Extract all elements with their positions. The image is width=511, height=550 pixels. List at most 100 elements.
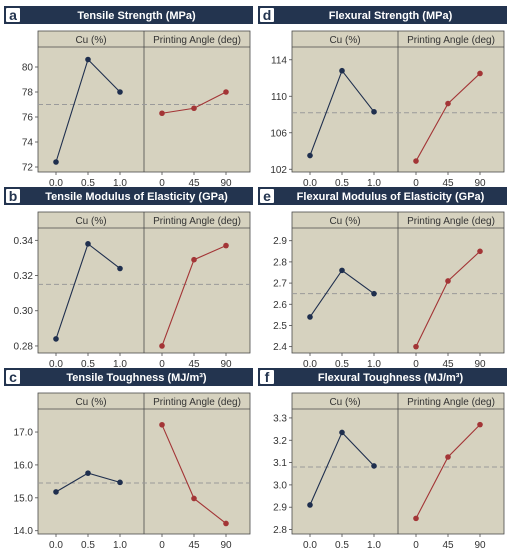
y-tick-label: 2.7 [273,279,287,290]
y-tick-label: 2.8 [273,525,287,536]
panel-title-bar [4,6,253,24]
x-tick-label: 0.5 [81,359,95,370]
data-point [85,241,91,247]
panel-title-bar [258,368,507,386]
y-tick-label: 2.5 [273,321,287,332]
data-point [445,454,451,460]
data-point [53,489,59,495]
strip-label: Printing Angle (deg) [153,216,241,227]
data-point [477,70,483,77]
x-tick-label: 45 [188,359,200,370]
y-tick-label: 2.6 [273,300,287,311]
panel-title: Flexural Modulus of Elasticity (GPa) [297,191,485,203]
x-tick-label: 90 [474,359,486,370]
strip-label: Printing Angle (deg) [153,35,241,46]
data-point [159,110,165,117]
y-tick-label: 2.9 [273,236,287,247]
panel-title: Tensile Strength (MPa) [77,10,196,22]
x-tick-label: 1.0 [113,359,127,370]
panel-letter: b [9,188,18,204]
panel-title: Tensile Toughness (MJ/m³) [66,372,206,384]
y-tick-label: 78 [22,88,34,99]
data-point [85,470,91,476]
panel-letter-badge [260,8,274,22]
data-point [339,429,345,436]
strip-label: Cu (%) [329,35,360,46]
data-point [413,515,419,522]
data-point [307,152,313,159]
x-tick-label: 0 [159,178,165,189]
x-tick-label: 45 [442,178,454,189]
data-point [371,290,377,297]
data-point [117,89,123,95]
panel-letter: f [265,369,270,385]
data-point [307,502,313,508]
y-tick-label: 74 [22,138,34,149]
data-point [85,56,91,63]
x-tick-label: 90 [220,359,232,370]
y-tick-label: 0.32 [14,271,34,282]
x-tick-label: 0 [413,540,419,550]
data-point [191,256,197,263]
x-tick-label: 45 [188,178,200,189]
panel-letter-badge [260,370,274,384]
y-tick-label: 2.8 [273,257,287,268]
panel-b: b Tensile Modulus of Elasticity (GPa) Cu (… [4,187,253,370]
y-tick-label: 110 [271,92,287,103]
strip-label: Cu (%) [329,216,360,227]
y-tick-label: 0.34 [14,236,34,247]
x-tick-label: 45 [442,540,454,550]
data-point [371,108,377,115]
panel-f: f Flexural Toughness (MJ/m³) Cu (%) Printin… [258,368,507,550]
x-tick-label: 0.0 [303,359,317,370]
panel-d: d Flexural Strength (MPa) Cu (%) Printing A… [258,6,507,189]
strip-label: Printing Angle (deg) [407,216,495,227]
y-tick-label: 76 [22,113,34,124]
strip-label: Cu (%) [75,216,106,227]
panel-title: Flexural Toughness (MJ/m³) [318,372,464,384]
strip-label: Printing Angle (deg) [407,35,495,46]
data-point [477,421,483,428]
x-tick-label: 0.0 [303,178,317,189]
data-point [191,495,197,502]
x-tick-label: 90 [220,540,232,550]
panel-e: e Flexural Modulus of Elasticity (GPa) Cu … [258,187,507,370]
strip-label: Cu (%) [329,397,360,408]
y-tick-label: 114 [271,55,287,66]
y-tick-label: 3.3 [273,413,287,424]
x-tick-label: 0.5 [81,540,95,550]
y-tick-label: 15.0 [14,493,34,504]
y-tick-label: 3.0 [273,480,287,491]
x-tick-label: 0.0 [49,540,63,550]
x-tick-label: 90 [474,540,486,550]
data-point [223,520,229,527]
x-tick-label: 0.5 [81,178,95,189]
y-tick-label: 3.1 [273,458,287,469]
panel-title-bar [4,368,253,386]
data-point [371,463,377,469]
y-tick-label: 17.0 [14,428,34,439]
data-point [339,267,345,274]
data-point [53,159,59,165]
panel-letter: a [9,7,17,23]
x-tick-label: 0 [413,359,419,370]
y-tick-label: 102 [270,165,287,176]
panel-letter: e [263,188,271,204]
x-tick-label: 1.0 [367,359,381,370]
x-tick-label: 0 [159,359,165,370]
strip-label: Printing Angle (deg) [407,397,495,408]
x-tick-label: 1.0 [113,540,127,550]
y-tick-label: 0.28 [14,341,34,352]
data-point [413,158,419,164]
data-point [223,89,229,95]
data-point [117,479,123,486]
y-tick-label: 2.4 [273,342,287,353]
data-point [339,67,345,74]
y-tick-label: 16.0 [14,460,34,471]
data-point [307,314,313,320]
panel-title: Flexural Strength (MPa) [329,10,453,22]
strip-label: Cu (%) [75,397,106,408]
data-point [191,105,197,112]
panel-letter: c [9,369,17,385]
